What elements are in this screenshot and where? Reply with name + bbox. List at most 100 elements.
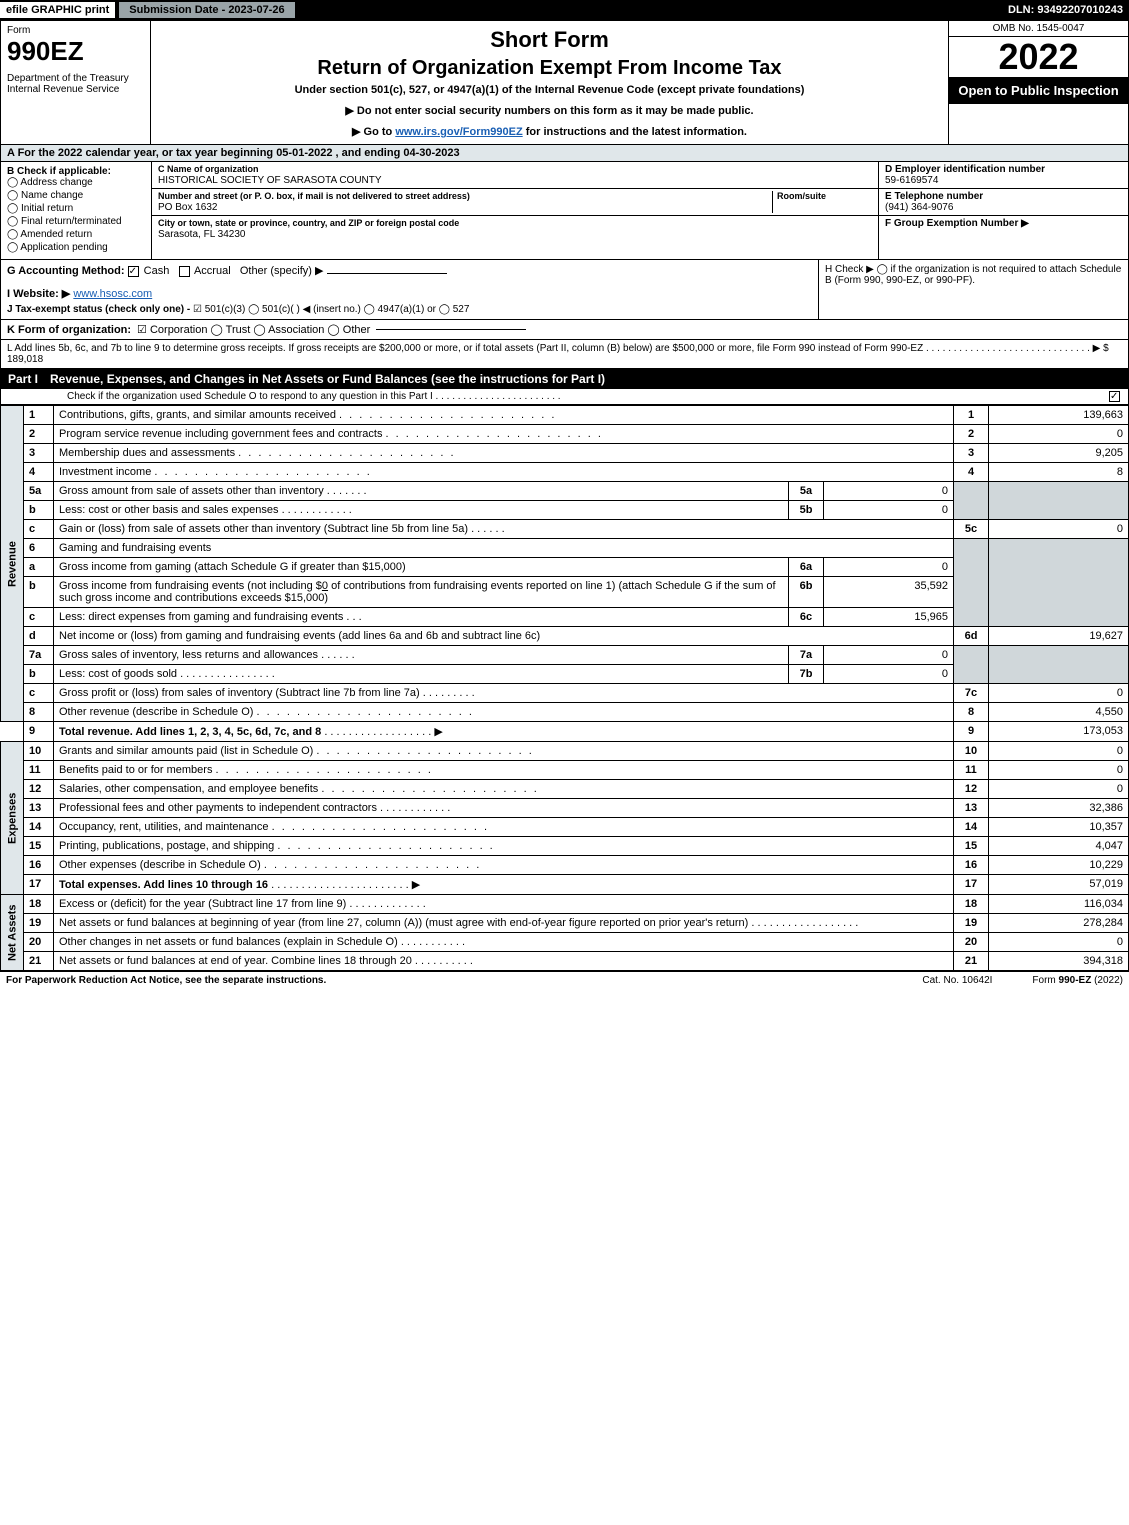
l6a-mid: 0 [824, 558, 954, 577]
dln: DLN: 93492207010243 [1008, 4, 1129, 16]
l6b-desc: Gross income from fundraising events (no… [54, 577, 789, 608]
chk-schedule-o[interactable] [1109, 391, 1120, 402]
footer: For Paperwork Reduction Act Notice, see … [0, 971, 1129, 989]
section-b: B Check if applicable: ◯ Address change … [0, 162, 1129, 260]
l2-amt: 0 [989, 425, 1129, 444]
side-revenue: Revenue [1, 406, 24, 722]
city: Sarasota, FL 34230 [158, 229, 245, 240]
l7a-mid: 0 [824, 646, 954, 665]
dept-label: Department of the Treasury Internal Reve… [7, 73, 144, 95]
section-b-checks: B Check if applicable: ◯ Address change … [1, 162, 151, 259]
l7c-desc: Gross profit or (loss) from sales of inv… [54, 684, 954, 703]
header-center: Short Form Return of Organization Exempt… [151, 21, 948, 144]
c-label: C Name of organization [158, 164, 259, 174]
f-label: F Group Exemption Number ▶ [885, 218, 1029, 229]
header-left: Form 990EZ Department of the Treasury In… [1, 21, 151, 144]
header-right: OMB No. 1545-0047 2022 Open to Public In… [948, 21, 1128, 144]
l6a-desc: Gross income from gaming (attach Schedul… [54, 558, 789, 577]
l6-desc: Gaming and fundraising events [54, 539, 954, 558]
title-return: Return of Organization Exempt From Incom… [157, 57, 942, 80]
l4-amt: 8 [989, 463, 1129, 482]
l5a-desc: Gross amount from sale of assets other t… [54, 482, 789, 501]
phone: (941) 364-9076 [885, 202, 953, 213]
title-short-form: Short Form [157, 27, 942, 53]
e-label: E Telephone number [885, 191, 983, 202]
l5a-mid: 0 [824, 482, 954, 501]
ein: 59-6169574 [885, 175, 938, 186]
chk-address-change[interactable]: ◯ Address change [7, 177, 145, 188]
l5c-desc: Gain or (loss) from sale of assets other… [54, 520, 954, 539]
section-def: D Employer identification number 59-6169… [878, 162, 1128, 259]
part1-sub: Check if the organization used Schedule … [0, 389, 1129, 405]
part1-label: Part I [8, 372, 38, 386]
tax-year: 2022 [949, 37, 1128, 77]
website-link[interactable]: www.hsosc.com [73, 288, 152, 300]
row-a: A For the 2022 calendar year, or tax yea… [0, 145, 1129, 162]
omb-number: OMB No. 1545-0047 [949, 21, 1128, 37]
footer-center: Cat. No. 10642I [922, 975, 992, 986]
l3-desc: Membership dues and assessments [54, 444, 954, 463]
d-label: D Employer identification number [885, 164, 1045, 175]
i-row: I Website: ▶ www.hsosc.com [7, 287, 812, 300]
note-link: ▶ Go to www.irs.gov/Form990EZ for instru… [157, 125, 942, 138]
side-net: Net Assets [1, 895, 24, 971]
l7c-amt: 0 [989, 684, 1129, 703]
chk-accrual[interactable] [179, 266, 190, 277]
l-row: L Add lines 5b, 6c, and 7b to line 9 to … [0, 340, 1129, 369]
form-word: Form [7, 25, 144, 36]
chk-initial-return[interactable]: ◯ Initial return [7, 203, 145, 214]
room-label: Room/suite [777, 191, 826, 201]
side-expenses: Expenses [1, 742, 24, 895]
l5c-amt: 0 [989, 520, 1129, 539]
l8-desc: Other revenue (describe in Schedule O) [54, 703, 954, 722]
l4-desc: Investment income [54, 463, 954, 482]
l3-amt: 9,205 [989, 444, 1129, 463]
l9-amt: 173,053 [989, 722, 1129, 742]
l10-desc: Grants and similar amounts paid (list in… [54, 742, 954, 761]
part1-desc: Revenue, Expenses, and Changes in Net As… [50, 372, 605, 386]
form-header: Form 990EZ Department of the Treasury In… [0, 20, 1129, 145]
street: PO Box 1632 [158, 202, 217, 213]
city-label: City or town, state or province, country… [158, 218, 459, 228]
g-row: G Accounting Method: Cash Accrual Other … [7, 264, 812, 277]
j-row: J Tax-exempt status (check only one) - ☑… [7, 304, 812, 315]
chk-final-return[interactable]: ◯ Final return/terminated [7, 216, 145, 227]
org-name: HISTORICAL SOCIETY OF SARASOTA COUNTY [158, 175, 382, 186]
l6d-desc: Net income or (loss) from gaming and fun… [54, 627, 954, 646]
l5b-desc: Less: cost or other basis and sales expe… [54, 501, 789, 520]
b-label: B Check if applicable: [7, 166, 145, 177]
l2-desc: Program service revenue including govern… [54, 425, 954, 444]
efile-label: efile GRAPHIC print [0, 2, 115, 18]
l10-amt: 0 [989, 742, 1129, 761]
l1-desc: Contributions, gifts, grants, and simila… [54, 406, 954, 425]
section-c: C Name of organization HISTORICAL SOCIET… [151, 162, 878, 259]
note-ssn: ▶ Do not enter social security numbers o… [157, 104, 942, 117]
part1-header: Part I Revenue, Expenses, and Changes in… [0, 369, 1129, 389]
street-label: Number and street (or P. O. box, if mail… [158, 191, 470, 201]
l7b-mid: 0 [824, 665, 954, 684]
open-inspection: Open to Public Inspection [949, 77, 1128, 104]
l5b-mid: 0 [824, 501, 954, 520]
l6d-amt: 19,627 [989, 627, 1129, 646]
irs-link[interactable]: www.irs.gov/Form990EZ [395, 126, 522, 138]
chk-amended[interactable]: ◯ Amended return [7, 229, 145, 240]
chk-cash[interactable] [128, 266, 139, 277]
k-row: K Form of organization: ☑ Corporation ◯ … [0, 320, 1129, 340]
chk-pending[interactable]: ◯ Application pending [7, 242, 145, 253]
l9-desc: Total revenue. Add lines 1, 2, 3, 4, 5c,… [54, 722, 954, 742]
l6b-mid: 35,592 [824, 577, 954, 608]
l6c-desc: Less: direct expenses from gaming and fu… [54, 608, 789, 627]
footer-right: Form 990-EZ (2022) [1032, 975, 1123, 986]
top-bar: efile GRAPHIC print Submission Date - 20… [0, 0, 1129, 20]
subtitle: Under section 501(c), 527, or 4947(a)(1)… [157, 84, 942, 96]
l7a-desc: Gross sales of inventory, less returns a… [54, 646, 789, 665]
l8-amt: 4,550 [989, 703, 1129, 722]
section-gh: G Accounting Method: Cash Accrual Other … [0, 260, 1129, 320]
form-number: 990EZ [7, 36, 144, 67]
chk-name-change[interactable]: ◯ Name change [7, 190, 145, 201]
part1-table: Revenue 1 Contributions, gifts, grants, … [0, 405, 1129, 971]
l6c-mid: 15,965 [824, 608, 954, 627]
l1-amt: 139,663 [989, 406, 1129, 425]
footer-left: For Paperwork Reduction Act Notice, see … [6, 975, 326, 986]
l7b-desc: Less: cost of goods sold . . . . . . . .… [54, 665, 789, 684]
